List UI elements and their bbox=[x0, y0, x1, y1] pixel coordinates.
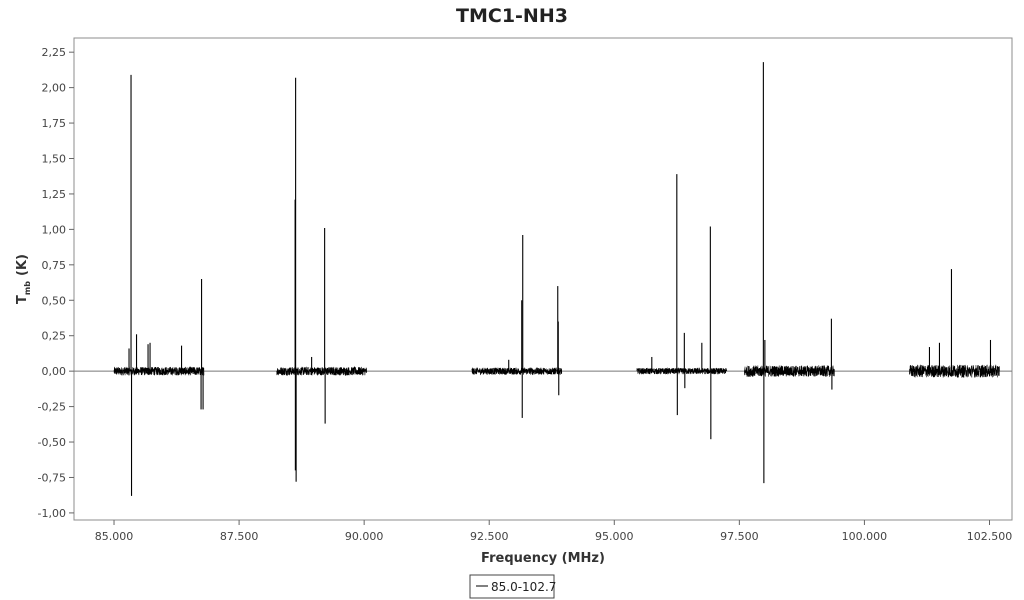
x-tick-label-0: 85.000 bbox=[95, 530, 134, 543]
y-tick-label-9: 1,25 bbox=[42, 188, 67, 201]
y-tick-label-1: -0,75 bbox=[38, 471, 66, 484]
y-axis-ticks: -1,00 -0,75 -0,50 -0,25 0,00 0,25 0,50 0,75 1,00… bbox=[38, 46, 74, 520]
y-tick-label-10: 1,50 bbox=[42, 153, 67, 166]
x-tick-label-3: 92.500 bbox=[470, 530, 509, 543]
spectrum-segment-1 bbox=[276, 365, 367, 377]
svg-text:Tmb(K): Tmb (K) bbox=[15, 254, 32, 304]
y-tick-label-0: -1,00 bbox=[38, 507, 66, 520]
y-tick-label-2: -0,50 bbox=[38, 436, 66, 449]
spectrum-segment-4 bbox=[744, 364, 835, 377]
y-axis-label-unit: (K) bbox=[15, 254, 30, 276]
x-tick-label-2: 90.000 bbox=[345, 530, 384, 543]
y-axis-label-sub: mb bbox=[23, 281, 32, 295]
y-tick-label-3: -0,25 bbox=[38, 401, 66, 414]
x-tick-label-6: 100.000 bbox=[842, 530, 888, 543]
legend-box bbox=[469, 574, 555, 599]
legend-label: 85.0-102.7 bbox=[491, 580, 556, 594]
chart-title: TMC1-NH3 bbox=[456, 5, 568, 27]
spectrum-segment-2 bbox=[471, 367, 563, 376]
x-tick-label-7: 102.500 bbox=[967, 530, 1013, 543]
x-tick-label-4: 95.000 bbox=[595, 530, 634, 543]
spectrum-segment-3 bbox=[636, 367, 728, 375]
plot-area bbox=[73, 37, 1013, 521]
y-axis-label-main: T bbox=[15, 295, 30, 304]
series-85-102 bbox=[113, 62, 1000, 496]
spectrum-segment-5 bbox=[909, 364, 1000, 379]
y-axis-label: Tmb (K) bbox=[15, 254, 32, 304]
y-tick-label-11: 1,75 bbox=[42, 117, 67, 130]
x-axis-ticks: 85.000 87.500 90.000 92.500 95.000 97.500 100.… bbox=[95, 520, 1012, 543]
y-tick-label-13: 2,25 bbox=[42, 46, 67, 59]
y-tick-label-4: 0,00 bbox=[42, 365, 67, 378]
y-tick-label-7: 0,75 bbox=[42, 259, 67, 272]
x-axis-label: Frequency (MHz) bbox=[481, 551, 605, 566]
y-tick-label-8: 1,00 bbox=[42, 223, 67, 236]
y-tick-label-12: 2,00 bbox=[42, 82, 67, 95]
x-tick-label-1: 87.500 bbox=[220, 530, 259, 543]
y-tick-label-5: 0,25 bbox=[42, 330, 67, 343]
y-tick-label-6: 0,50 bbox=[42, 294, 67, 307]
legend: 85.0-102.7 bbox=[469, 574, 556, 599]
x-tick-label-5: 97.500 bbox=[720, 530, 759, 543]
